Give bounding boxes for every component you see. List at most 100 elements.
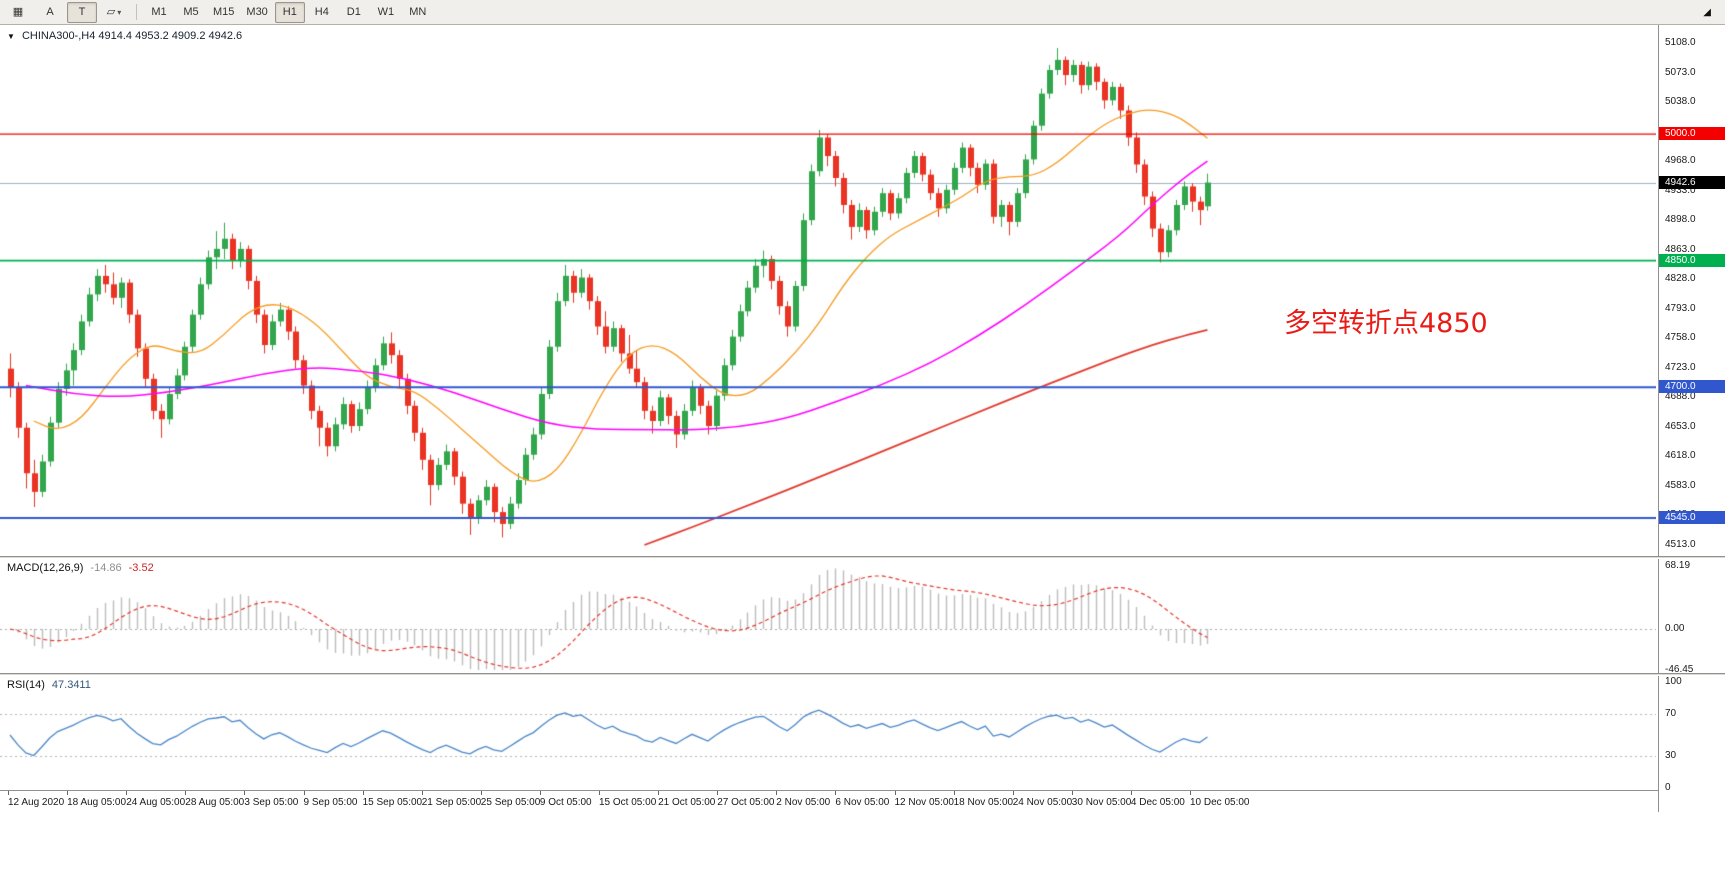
rsi-axis-label: 100 — [1665, 676, 1682, 687]
price-axis-label: 4898.0 — [1665, 214, 1696, 226]
rsi-value: 47.3411 — [51, 679, 91, 691]
macd-indicator-canvas[interactable] — [0, 559, 1656, 673]
time-axis-label: 24 Aug 05:00 — [126, 797, 186, 808]
timeframe-button-w1[interactable]: W1 — [377, 5, 395, 18]
price-tag-5000.0: 5000.0 — [1659, 127, 1725, 141]
price-axis-label: 4688.0 — [1665, 391, 1696, 403]
chart-header: ▼ CHINA300-,H4 4914.4 4953.2 4909.2 4942… — [7, 30, 242, 42]
time-axis-label: 15 Sep 05:00 — [362, 797, 423, 808]
rsi-axis-label: 30 — [1665, 750, 1677, 762]
symbol-ohlc-label: CHINA300-,H4 4914.4 4953.2 4909.2 4942.6 — [21, 30, 243, 42]
price-axis-label: 4828.0 — [1665, 273, 1696, 285]
time-axis-tick — [126, 791, 128, 795]
time-axis-tick — [480, 791, 482, 795]
time-axis-label: 25 Sep 05:00 — [480, 797, 541, 808]
price-tag-4545.0: 4545.0 — [1659, 511, 1725, 524]
time-axis-label: 15 Oct 05:00 — [599, 797, 657, 808]
macd-label: MACD(12,26,9) — [7, 562, 84, 574]
time-axis-tick — [244, 791, 246, 795]
time-axis-tick — [362, 791, 364, 795]
time-axis-tick — [953, 791, 955, 795]
chart-annotation-text: 多空转折点4850 — [1284, 308, 1488, 339]
panel-divider[interactable] — [0, 556, 1725, 559]
time-axis-tick — [717, 791, 719, 795]
macd-main-value: -14.86 — [90, 562, 122, 574]
time-axis-tick — [185, 791, 187, 795]
time-axis-label: 6 Nov 05:00 — [835, 797, 890, 808]
price-axis[interactable]: 5108.05073.05038.05003.04968.04933.04898… — [1658, 25, 1725, 812]
price-axis-label: 5038.0 — [1665, 96, 1696, 108]
macd-axis-label: -46.45 — [1665, 664, 1694, 675]
text-label-tool-button[interactable]: T — [67, 1, 97, 23]
timeframe-button-m30[interactable]: M30 — [246, 5, 268, 18]
time-axis-tick — [894, 791, 896, 795]
price-axis-label: 4933.0 — [1665, 184, 1696, 196]
text-tool-button[interactable]: A — [46, 5, 54, 18]
price-tag-4700.0: 4700.0 — [1659, 380, 1725, 394]
timeframe-button-mn[interactable]: MN — [409, 5, 427, 18]
macd-axis-label: 0.00 — [1665, 623, 1685, 634]
rsi-indicator-canvas[interactable] — [0, 676, 1656, 790]
price-axis-label: 4968.0 — [1665, 155, 1696, 167]
price-axis-label: 4583.0 — [1665, 479, 1696, 491]
timeframe-button-m1[interactable]: M1 — [151, 5, 167, 18]
time-axis-label: 2 Nov 05:00 — [776, 797, 831, 808]
time-axis-tick — [1071, 791, 1073, 795]
toolbar: ▦ A T ▱ ▾ M1 M5 M15 M30 H1 H4 D1 W1 MN ◢ — [0, 0, 1725, 25]
time-axis-label: 21 Oct 05:00 — [658, 797, 716, 808]
rsi-header: RSI(14) 47.3411 — [7, 679, 91, 691]
time-axis-label: 28 Aug 05:00 — [185, 797, 245, 808]
macd-signal-value: -3.52 — [128, 562, 154, 574]
rsi-axis-label: 0 — [1665, 782, 1671, 793]
timeframe-button-h4[interactable]: H4 — [314, 5, 329, 18]
price-axis-label: 4653.0 — [1665, 420, 1696, 432]
time-axis-label: 10 Dec 05:00 — [1190, 797, 1250, 808]
time-axis-tick — [303, 791, 305, 795]
toolbar-separator — [136, 4, 137, 20]
price-axis-label: 4863.0 — [1665, 243, 1696, 255]
time-axis-label: 24 Nov 05:00 — [1012, 797, 1073, 808]
time-axis-label: 18 Aug 05:00 — [67, 797, 127, 808]
timeframe-button-h1[interactable]: H1 — [274, 1, 305, 23]
price-axis-label: 4793.0 — [1665, 302, 1696, 314]
time-axis-label: 12 Aug 2020 — [8, 797, 65, 808]
rsi-axis-label: 70 — [1665, 707, 1677, 719]
time-axis-tick — [1130, 791, 1132, 795]
price-tag-4942.6: 4942.6 — [1659, 175, 1725, 189]
price-axis-label: 5073.0 — [1665, 66, 1696, 78]
price-axis-label: 4758.0 — [1665, 332, 1696, 344]
time-axis-tick — [1012, 791, 1014, 795]
shapes-icon: ▱ — [106, 5, 116, 18]
time-axis[interactable]: 12 Aug 2020 18 Aug 05:00 24 Aug 05:00 28 Au… — [0, 790, 1658, 815]
time-axis-tick — [835, 791, 837, 795]
time-axis-label: 18 Nov 05:00 — [953, 797, 1014, 808]
time-axis-label: 27 Oct 05:00 — [717, 797, 775, 808]
price-axis-label: 4513.0 — [1665, 539, 1696, 550]
time-axis-label: 9 Oct 05:00 — [539, 797, 592, 808]
price-tag-4850.0: 4850.0 — [1659, 253, 1725, 267]
panel-divider[interactable] — [0, 673, 1725, 676]
time-axis-tick — [8, 791, 9, 795]
time-axis-label: 12 Nov 05:00 — [894, 797, 955, 808]
time-axis-label: 9 Sep 05:00 — [303, 797, 358, 808]
time-axis-tick — [599, 791, 600, 795]
time-axis-label: 3 Sep 05:00 — [244, 797, 299, 808]
symbol-dropdown-icon[interactable]: ▼ — [7, 32, 15, 41]
timeframe-button-m15[interactable]: M15 — [213, 5, 235, 18]
timeframe-button-m5[interactable]: M5 — [183, 5, 199, 18]
time-axis-tick — [776, 791, 778, 795]
grid-tool-icon[interactable]: ▦ — [12, 5, 24, 18]
shapes-tool-button[interactable]: ▱ ▾ — [99, 2, 129, 23]
time-axis-label: 4 Dec 05:00 — [1130, 797, 1185, 808]
time-axis-label: 30 Nov 05:00 — [1071, 797, 1132, 808]
time-axis-tick — [658, 791, 660, 795]
price-axis-label: 5108.0 — [1665, 37, 1696, 48]
chevron-down-icon: ▾ — [117, 7, 122, 17]
macd-header: MACD(12,26,9) -14.86 -3.52 — [7, 562, 154, 574]
time-axis-tick — [421, 791, 423, 795]
time-axis-tick — [1190, 791, 1191, 795]
price-chart-canvas[interactable] — [0, 25, 1656, 556]
timeframe-button-d1[interactable]: D1 — [346, 5, 361, 18]
chart-shift-icon[interactable]: ◢ — [1703, 6, 1711, 18]
time-axis-tick — [67, 791, 69, 795]
